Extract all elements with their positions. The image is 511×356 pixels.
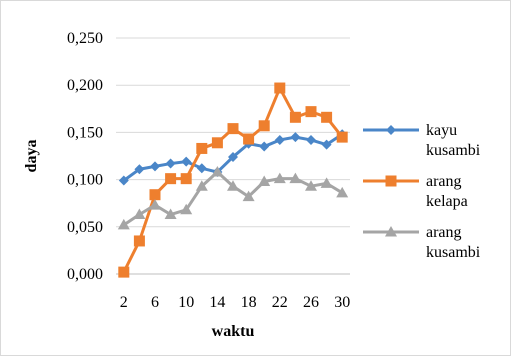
data-point	[289, 172, 302, 184]
x-tick-label: 26	[303, 294, 319, 311]
data-point	[118, 266, 130, 278]
y-tick-label: 0,250	[67, 30, 103, 47]
data-point	[258, 120, 270, 132]
y-tick-label: 0,050	[67, 219, 103, 236]
data-point	[149, 189, 161, 201]
data-point	[211, 166, 224, 177]
data-point	[134, 164, 145, 175]
data-point	[274, 82, 286, 94]
data-point	[180, 203, 193, 215]
data-point	[259, 141, 270, 152]
data-point	[258, 175, 271, 186]
data-point	[306, 134, 316, 145]
legend-swatch-marker	[385, 226, 397, 237]
legend-label: arang	[426, 224, 462, 241]
data-point	[164, 208, 177, 220]
data-point	[211, 137, 223, 149]
series-layer	[117, 82, 349, 278]
legend-entry: arang kusambi	[363, 224, 481, 261]
legend-label: kusambi	[426, 244, 481, 261]
data-point	[180, 173, 192, 185]
data-point	[227, 123, 239, 135]
data-point	[305, 180, 317, 191]
legend-entry: arang kelapa	[363, 173, 468, 210]
legend-entry: kayu kusambi	[363, 122, 481, 159]
data-point	[228, 151, 238, 162]
data-point	[165, 173, 177, 185]
x-tick-label: 30	[334, 294, 350, 311]
x-tick-label: 18	[241, 294, 257, 311]
legend-swatch-marker	[386, 125, 396, 135]
x-tick-label: 14	[209, 294, 225, 311]
data-point	[149, 199, 161, 210]
x-tick-label: 22	[272, 294, 288, 311]
data-point	[196, 163, 207, 174]
gridlines	[116, 37, 350, 228]
series-3	[117, 166, 349, 230]
data-point	[118, 175, 129, 186]
data-point	[305, 106, 317, 118]
x-axis-title: waktu	[212, 323, 255, 340]
data-point	[133, 208, 146, 220]
data-point	[243, 133, 255, 145]
legend-swatch-marker	[385, 175, 397, 187]
data-point	[290, 132, 301, 143]
data-point	[181, 156, 192, 167]
legend-label: kelapa	[426, 193, 468, 210]
data-point	[336, 186, 349, 198]
y-tick-label: 0,200	[67, 77, 103, 94]
data-point	[196, 142, 208, 154]
data-point	[227, 180, 239, 191]
series-2	[118, 82, 348, 278]
data-point	[150, 161, 160, 172]
y-tick-label: 0,000	[67, 266, 103, 283]
data-point	[321, 139, 332, 150]
data-point	[289, 111, 301, 123]
legend-label: arang	[426, 173, 462, 190]
data-point	[336, 131, 348, 143]
data-point	[274, 134, 285, 145]
data-point	[117, 218, 130, 230]
data-point	[320, 177, 333, 188]
y-tick-label: 0,150	[67, 124, 103, 141]
legend: kayu kusambi arang kelapa arang kusambi	[363, 122, 481, 261]
x-tick-label: 6	[151, 294, 159, 311]
legend-label: kayu	[426, 122, 457, 139]
data-point	[165, 158, 176, 169]
data-point	[133, 235, 145, 247]
y-axis-title: daya	[23, 140, 40, 173]
x-tick-label: 10	[178, 294, 194, 311]
legend-label: kusambi	[426, 142, 481, 159]
data-point	[242, 190, 255, 202]
data-point	[273, 172, 286, 184]
data-point	[195, 180, 208, 191]
x-tick-label: 2	[120, 294, 128, 311]
data-point	[321, 111, 333, 123]
y-tick-label: 0,100	[67, 172, 103, 189]
